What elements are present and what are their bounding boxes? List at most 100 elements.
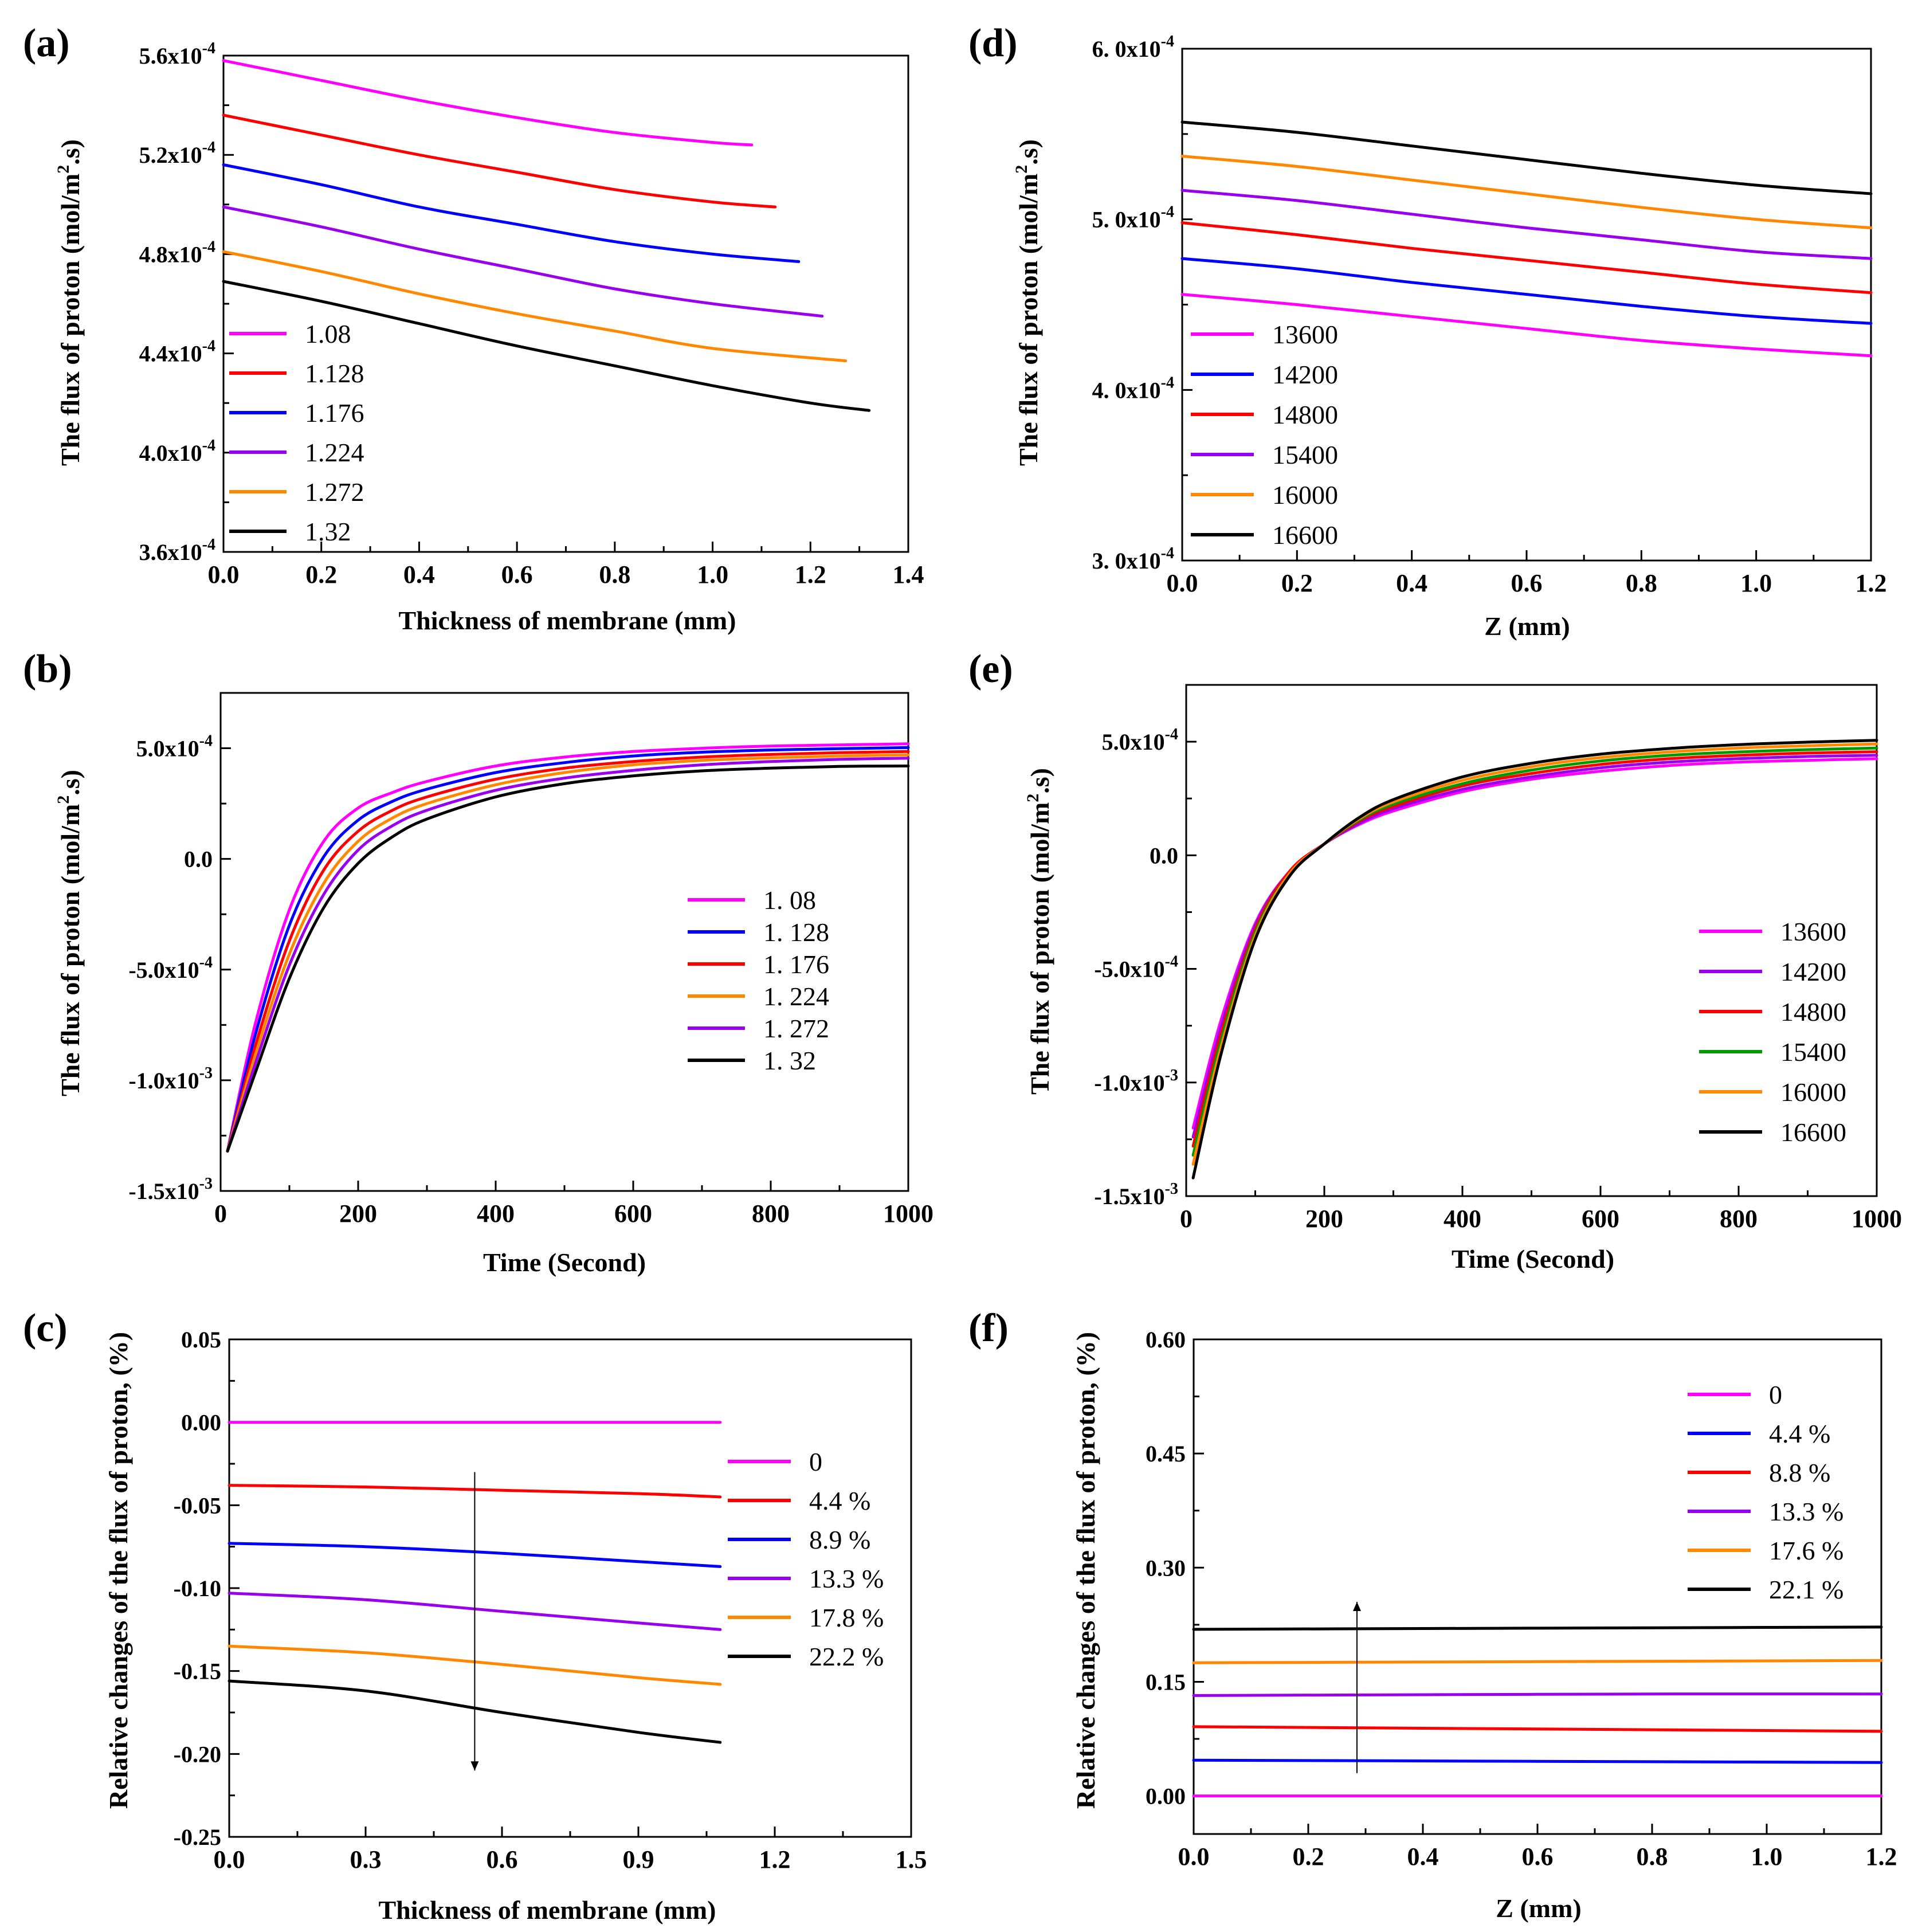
panel-d-y-tick-label: 6. 0x10-4 [1092,33,1174,62]
panel-c-y-tick-label: 0.00 [181,1410,221,1436]
panel-f-series-line [1192,1725,1883,1733]
panel-a-series-line [222,59,754,147]
panel-d-ylabel-sup: 2 [1012,165,1031,174]
panel-b-ylabel-b: .s) [56,770,85,795]
panel-b-legend-label: 1. 08 [763,885,816,915]
panel-a-series-line [222,250,848,363]
panel-f-xlabel: Z (mm) [1496,1894,1581,1923]
panel-c-legend-label: 17.8 % [809,1603,884,1632]
panel-e-series-line [1191,757,1878,1130]
panel-b-series-line [226,757,910,1153]
panel-b-y-tick-label: 0.0 [184,847,213,872]
panel-e-x-tick-label: 200 [1305,1205,1343,1233]
panel-a-ylabel-sup: 2 [54,165,73,174]
panel-a-y-tick-mantissa: 4.0x10 [139,440,202,466]
panel-f-legend-label: 22.1 % [1769,1575,1843,1604]
panel-e-x-tick-label: 600 [1582,1205,1619,1233]
panel-c-series-line [227,1484,722,1499]
panel-a-x-tick-label: 0.0 [208,561,240,589]
panel-e-x-tick-label: 0 [1180,1205,1193,1233]
panel-c-y-tick-label: -0.15 [174,1659,221,1684]
panel-d-legend-label: 14200 [1272,360,1338,389]
panel-e-y-tick-exponent: -3 [1165,1180,1178,1198]
panel-a-y-tick-label: 3.6x10-4 [139,536,215,565]
panel-e-x-tick-label: 800 [1720,1205,1758,1233]
panel-f-y-tick-mantissa: 0.00 [1146,1784,1186,1809]
panel-c-x-tick-label: 0.6 [487,1845,518,1874]
panel-e-y-tick-label: -5.0x10-4 [1094,953,1178,982]
panel-d-y-tick-mantissa: 5. 0x10 [1092,207,1161,233]
panel-d-x-tick-label: 1.0 [1740,569,1772,597]
panel-f-series-line [1192,1692,1883,1697]
panel-a-legend-label: 1.08 [305,319,351,348]
panel-c-xlabel: Thickness of membrane (mm) [379,1895,716,1925]
panel-a-y-tick-label: 4.4x10-4 [139,338,215,367]
panel-d-legend-label: 13600 [1272,320,1338,349]
panel-e-ylabel-sup: 2 [1023,794,1042,802]
panel-e-label: (e) [968,647,1013,691]
panel-e-y-tick-mantissa: 5.0x10 [1102,729,1165,755]
panel-d-series-line [1180,293,1873,358]
panel-e-series-line [1191,739,1878,1179]
panel-a-x-tick-label: 1.2 [795,561,826,589]
panel-f-x-tick-label: 0.2 [1293,1843,1324,1871]
panel-d-series-line [1180,257,1873,325]
panel-a-series-line [222,280,871,412]
panel-f-x-tick-label: 0.8 [1637,1843,1668,1871]
svg-text:The flux of proton (mol/m2.s): The flux of proton (mol/m2.s) [54,139,85,466]
panel-e-y-tick-label: 0.0 [1150,842,1178,868]
panel-a-xlabel: Thickness of membrane (mm) [399,606,736,635]
panel-f-legend-label: 17.6 % [1769,1536,1843,1565]
panel-e-y-tick-label: 5.0x10-4 [1102,726,1178,755]
panel-e-series-line [1191,754,1878,1139]
panel-d-y-tick-label: 3. 0x10-4 [1092,544,1174,574]
panel-e-ylabel-a: The flux of proton (mol/m [1025,802,1054,1095]
panel-a-y-tick-mantissa: 5.2x10 [139,142,202,168]
panel-d-x-tick-label: 0.0 [1167,569,1198,597]
panel-c-legend-label: 4.4 % [809,1486,870,1515]
panel-c-y-tick-label: -0.25 [174,1824,221,1850]
panel-d-ylabel-b: .s) [1014,139,1043,165]
panel-a-x-tick-label: 0.4 [403,561,435,589]
panel-b-ylabel: The flux of proton (mol/m2.s) [54,770,85,1096]
panel-f-legend: 0 4.4 % 8.8 % 13.3 % 17.6 % 22.1 % [1688,1380,1843,1604]
panel-d-series-line [1180,189,1873,260]
panel-c-series-line [227,1542,722,1568]
panel-f-y-tick-mantissa: 0.60 [1146,1327,1186,1353]
panel-f-series-line [1192,1659,1883,1664]
panel-b-legend-label: 1. 224 [763,982,829,1011]
panel-a-y-tick-mantissa: 5.6x10 [139,43,202,69]
panel-a-ylabel-a: The flux of proton (mol/m [56,174,85,466]
panel-e-y-tick-label: -1.5x10-3 [1094,1180,1178,1209]
panel-d-y-tick-exponent: -4 [1161,33,1174,50]
panel-b-y-tick-label: -5.0x10-4 [128,954,213,983]
panel-d-xlabel: Z (mm) [1484,612,1570,641]
panel-e-y-tick-exponent: -4 [1165,953,1178,971]
panel-b-legend: 1. 08 1. 128 1. 176 1. 224 1. 272 1. 32 [688,885,829,1075]
panel-f-y-tick-label: 0.15 [1146,1669,1186,1695]
panel-a-series-line [222,163,801,263]
panel-d-x-tick-label: 1.2 [1856,569,1887,597]
panel-c-y-tick-mantissa: -0.20 [174,1741,221,1767]
panel-c-y-tick-mantissa: -0.05 [174,1492,221,1518]
panel-e-y-tick-label: -1.0x10-3 [1094,1067,1178,1096]
panel-f-legend-label: 4.4 % [1769,1419,1830,1448]
panel-d-label: (d) [968,21,1018,65]
panel-f-legend-label: 8.8 % [1769,1458,1830,1487]
panel-c-x-tick-label: 0.0 [214,1845,245,1874]
panel-b-ylabel-sup: 2 [54,795,73,804]
panel-a-legend-label: 1.272 [305,477,364,507]
panel-c-legend: 0 4.4 % 8.9 % 13.3 % 17.8 % 22.2 % [728,1447,884,1671]
panel-f-y-tick-label: 0.60 [1146,1327,1186,1353]
panel-b-series-line [226,742,910,1153]
svg-text:The flux of proton (mol/m2.s): The flux of proton (mol/m2.s) [1023,768,1054,1095]
panel-c-x-tick-label: 1.2 [759,1845,791,1874]
panel-e-y-tick-mantissa: 0.0 [1150,842,1178,868]
panel-b-legend-label: 1. 272 [763,1014,829,1043]
panel-f-y-tick-mantissa: 0.45 [1146,1441,1186,1467]
panel-c-legend-label: 22.2 % [809,1642,884,1671]
panel-d-legend-label: 16600 [1272,520,1338,550]
panel-e-legend-label: 14200 [1780,957,1846,986]
panel-b-legend-label: 1. 128 [763,918,829,947]
